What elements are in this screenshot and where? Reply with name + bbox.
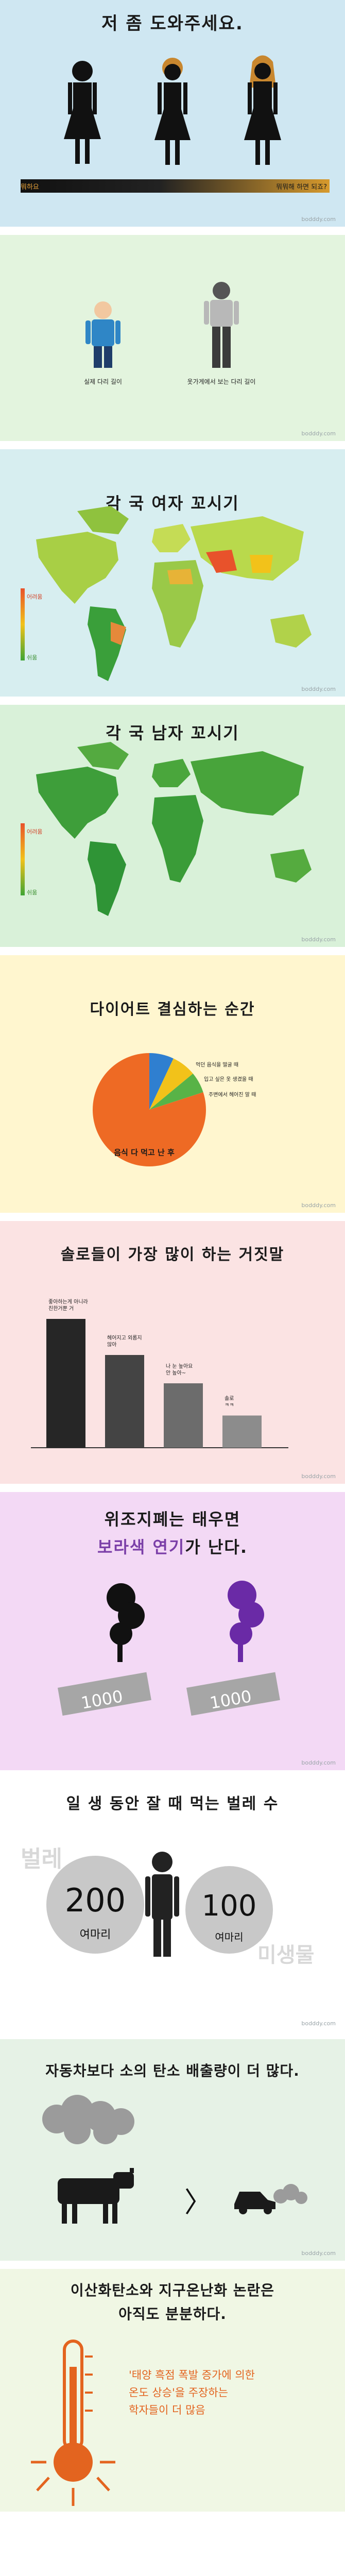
short-legs-figure — [85, 301, 120, 368]
watermark-microbes: 미생물 — [257, 1943, 315, 1967]
right-count-value: 100 — [201, 1889, 257, 1923]
pie-label-clothes: 입고 싶은 옷 생겼을 때 — [204, 1077, 253, 1082]
panel-men-map: 각 국 남자 꼬시기 어려움 쉬움 bodddy.com — [0, 705, 345, 947]
leg-length-illustration — [85, 282, 239, 368]
bar — [105, 1355, 144, 1448]
quote-line-2: 온도 상승'을 주장하는 — [129, 2386, 229, 2399]
purple-smoke-text: 보라색 연기 — [97, 1537, 185, 1557]
cow-emission-cloud — [42, 2095, 134, 2144]
credit: bodddy.com — [301, 686, 336, 692]
panel-diet-pie: 다이어트 결심하는 순간 음식 다 먹고 난 후 먹던 음식을 떨굴 때 입고 … — [0, 955, 345, 1213]
panel-co2-debate: 이산화탄소와 지구온난화 논란은 아직도 분분하다. '태양 흑점 폭발 증가에… — [0, 2269, 345, 2512]
panel-cow-car: 자동차보다 소의 탄소 배출량이 더 많다. — [0, 2039, 345, 2261]
car-emission-cloud — [273, 2184, 307, 2204]
sun-rays-icon — [31, 2461, 115, 2506]
pie-label-drop: 먹던 음식을 떨굴 때 — [196, 1062, 239, 1068]
store-leg-label: 옷가게에서 보는 다리 길이 — [187, 378, 256, 385]
cow-icon — [58, 2168, 134, 2224]
real-banknote — [57, 1672, 151, 1716]
panel-title: 솔로들이 가장 많이 하는 거짓말 — [60, 1246, 285, 1264]
panel-title: 다이어트 결심하는 순간 — [90, 1001, 255, 1019]
left-count-value: 200 — [64, 1882, 126, 1919]
bar — [46, 1319, 85, 1448]
bar-label: 헤어지고 외롭지 않아 — [107, 1335, 142, 1348]
bar-label: 나 눈 높아요 안 높아~ — [166, 1363, 193, 1376]
credit: bodddy.com — [301, 216, 336, 223]
credit: bodddy.com — [301, 1473, 336, 1480]
right-count-unit: 여마리 — [215, 1931, 244, 1943]
pie-slice — [92, 1053, 206, 1166]
panel-counterfeit: 위조지폐는 태우면 보라색 연기가 난다. 1000 1000 bodddy.c… — [0, 1492, 345, 1770]
pie-label-friends: 주변에서 헤어진 말 때 — [209, 1092, 256, 1098]
title-rest-text: 가 난다. — [185, 1537, 248, 1557]
pie-slice — [149, 1073, 203, 1110]
person-figure — [145, 1852, 179, 1957]
pie-slice — [149, 1053, 174, 1110]
panel-title-line1: 이산화탄소와 지구온난화 논란은 — [70, 2282, 275, 2299]
cow-car-illustration — [42, 2095, 307, 2224]
credit: bodddy.com — [301, 1759, 336, 1766]
panel-title-line2: 아직도 분분하다. — [118, 2306, 227, 2323]
panel-help-me: 저 좀 도와주세요. — [0, 0, 345, 227]
fake-banknote — [186, 1672, 280, 1716]
credit: bodddy.com — [301, 2250, 336, 2257]
legend-top-label: 어려움 — [27, 828, 43, 835]
credit: bodddy.com — [301, 2020, 336, 2027]
woman-figure-middle — [154, 58, 191, 165]
panel-title: 저 좀 도와주세요. — [101, 13, 244, 34]
panel-title: 각 국 여자 꼬시기 — [106, 494, 239, 513]
panel-leg-length: 실제 다리 길이 옷가게에서 보는 다리 길이 bodddy.com — [0, 235, 345, 441]
panel-title-line1: 위조지폐는 태우면 — [104, 1510, 241, 1529]
pie-slice — [149, 1058, 193, 1110]
legend-bottom-label: 쉬움 — [27, 889, 38, 896]
thermometer-sun-illustration — [31, 2340, 115, 2506]
credit: bodddy.com — [301, 1202, 336, 1209]
panel-title: 자동차보다 소의 탄소 배출량이 더 많다. — [45, 2062, 300, 2079]
watermark-bugs: 벌레 — [21, 1846, 62, 1872]
quote-line-1: '태양 흑점 폭발 증가에 의한 — [129, 2369, 255, 2381]
world-map-women — [21, 506, 312, 681]
legend-gradient — [21, 823, 25, 895]
panel-title: 각 국 남자 꼬시기 — [106, 723, 239, 743]
purple-smoke — [228, 1581, 264, 1662]
bugs-illustration — [46, 1852, 273, 1957]
panel-bugs: 일 생 동안 잘 때 먹는 벌레 수 벌레 미생물 200 여마리 100 여마… — [0, 1778, 345, 2031]
diet-pie-chart — [92, 1053, 206, 1166]
long-legs-figure — [204, 282, 239, 368]
thermometer-icon — [54, 2340, 93, 2482]
choice-gradient-bar — [21, 179, 330, 193]
woman-figure-right — [244, 55, 281, 165]
world-map-men — [21, 742, 312, 916]
right-circle — [185, 1866, 273, 1954]
legend-gradient — [21, 588, 25, 660]
three-women-illustration — [21, 55, 330, 193]
pie-label-main: 음식 다 먹고 난 후 — [114, 1148, 175, 1157]
left-circle — [46, 1856, 144, 1954]
panel-title-line2: 보라색 연기가 난다. — [0, 1534, 345, 1558]
bar — [222, 1415, 262, 1448]
bar — [164, 1383, 203, 1448]
panel-title: 일 생 동안 잘 때 먹는 벌레 수 — [66, 1795, 279, 1813]
greater-than-symbol: 〉 — [184, 2186, 212, 2218]
burning-money-illustration — [57, 1581, 280, 1716]
credit: bodddy.com — [301, 936, 336, 943]
left-count-unit: 여마리 — [79, 1928, 111, 1941]
car-icon — [234, 2192, 275, 2214]
credit: bodddy.com — [301, 430, 336, 437]
legend-top-label: 어려움 — [27, 594, 43, 600]
panel-women-map: 각 국 여자 꼬시기 어려움 쉬움 bodddy.com — [0, 449, 345, 697]
quote-line-3: 학자들이 더 많음 — [129, 2404, 205, 2416]
bar-left-label: 뭐하요 — [21, 183, 39, 191]
woman-figure-left — [64, 61, 101, 164]
real-leg-label: 실제 다리 길이 — [84, 378, 122, 385]
bar-label: 솔로 ㅋㅋ — [225, 1396, 234, 1409]
black-smoke — [107, 1583, 145, 1662]
bar-right-label: 뭐뭐해 하면 되죠? — [276, 183, 327, 191]
bar-label: 좋아하는게 아니라 친한거뿐 거 — [48, 1298, 88, 1312]
legend-bottom-label: 쉬움 — [27, 654, 38, 661]
